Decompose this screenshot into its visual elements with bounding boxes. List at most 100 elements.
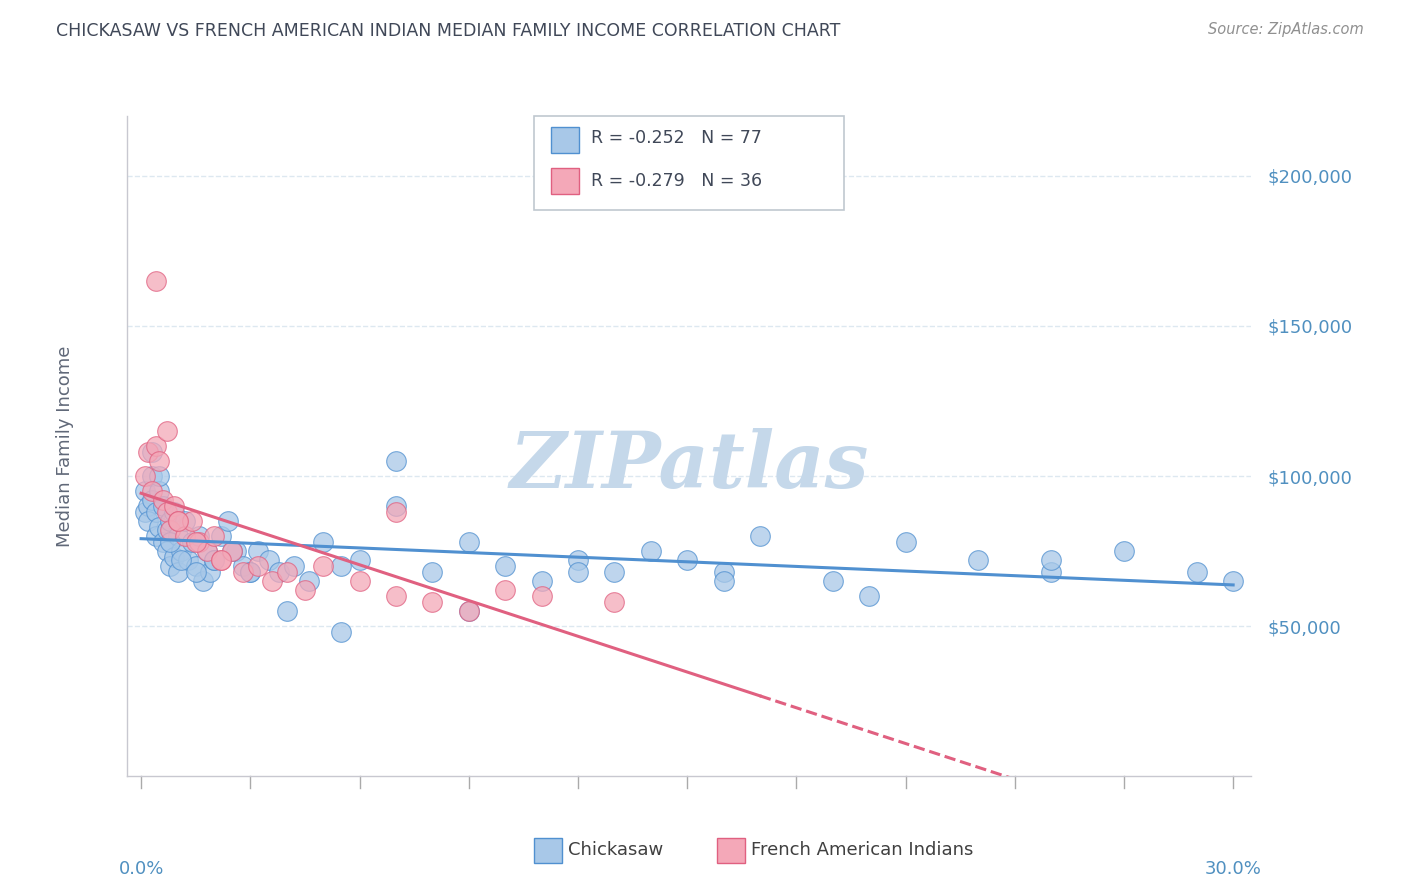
Point [163,499,186,513]
Point [232,559,254,574]
Point [232,565,254,579]
Point [1040,565,1063,579]
Point [567,553,589,567]
Point [141,493,163,508]
Point [166,514,188,528]
Point [202,553,225,567]
Point [221,544,243,558]
Point [184,565,207,579]
Point [349,574,371,588]
Point [457,604,479,618]
Point [159,559,181,574]
Point [138,445,160,459]
Point [494,559,516,574]
Text: CHICKASAW VS FRENCH AMERICAN INDIAN MEDIAN FAMILY INCOME CORRELATION CHART: CHICKASAW VS FRENCH AMERICAN INDIAN MEDI… [56,22,841,40]
Point [173,529,195,543]
Point [177,553,200,567]
Point [385,589,408,603]
Point [145,439,167,453]
Point [134,483,156,498]
Point [1112,544,1135,558]
Text: Source: ZipAtlas.com: Source: ZipAtlas.com [1208,22,1364,37]
Point [269,565,291,579]
Point [195,544,218,558]
Point [141,483,163,498]
Point [713,574,735,588]
Point [159,514,181,528]
Point [567,565,589,579]
Point [312,535,335,549]
Point [202,553,225,567]
Point [145,274,167,288]
Point [152,499,174,513]
Point [330,625,353,640]
Text: Chickasaw: Chickasaw [568,841,664,859]
Point [148,469,170,483]
Point [349,553,371,567]
Point [276,604,298,618]
Point [457,535,479,549]
Point [262,574,284,588]
Point [530,574,553,588]
Point [159,523,181,537]
Point [200,565,222,579]
Point [155,424,177,438]
Point [294,582,316,597]
Point [145,505,167,519]
Point [184,559,207,574]
Point [138,514,160,528]
Point [155,544,177,558]
Point [152,535,174,549]
Point [141,445,163,459]
Point [195,544,218,558]
Point [713,565,735,579]
Point [676,553,699,567]
Point [530,589,553,603]
Point [420,565,443,579]
Point [159,535,181,549]
Point [385,505,408,519]
Point [257,553,280,567]
Point [181,535,204,549]
Point [1040,553,1063,567]
Point [312,559,335,574]
Point [145,529,167,543]
Point [170,553,193,567]
Text: R = -0.252   N = 77: R = -0.252 N = 77 [591,129,762,147]
Point [134,469,156,483]
Point [173,514,195,528]
Point [748,529,770,543]
Point [494,582,516,597]
Point [181,514,204,528]
Point [191,574,214,588]
Point [134,505,156,519]
Point [221,544,243,558]
Point [246,544,269,558]
Point [209,553,232,567]
Point [330,559,353,574]
Point [148,520,170,534]
Point [457,604,479,618]
Point [155,505,177,519]
Text: Median Family Income: Median Family Income [56,345,73,547]
Point [155,523,177,537]
Point [894,535,917,549]
Point [297,574,319,588]
Point [141,469,163,483]
Point [276,565,298,579]
Point [138,499,160,513]
Point [1222,574,1244,588]
Point [603,565,626,579]
Point [163,505,186,519]
Point [1185,565,1208,579]
Point [385,499,408,513]
Point [166,514,188,528]
Point [967,553,990,567]
Point [209,553,232,567]
Point [184,535,207,549]
Point [166,565,188,579]
Point [821,574,844,588]
Point [202,529,225,543]
Text: R = -0.279   N = 36: R = -0.279 N = 36 [591,172,762,190]
Point [246,559,269,574]
